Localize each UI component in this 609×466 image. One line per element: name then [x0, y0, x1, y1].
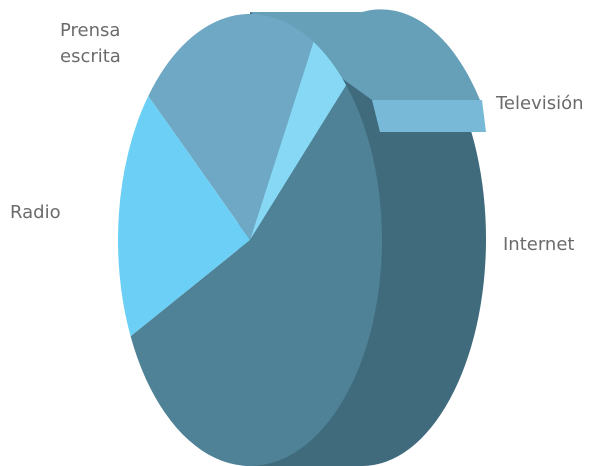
label-radio: Radio: [10, 202, 61, 223]
pie-slice: [250, 41, 347, 240]
pie-slice: [130, 85, 382, 466]
pie-depth-top: [250, 9, 480, 100]
pie-slice: [118, 96, 250, 337]
label-prensa: Prensa escrita: [60, 20, 121, 67]
pie-slice: [148, 13, 314, 240]
label-internet: Internet: [503, 234, 575, 255]
pie-depth-tv: [372, 100, 486, 132]
label-television: Televisión: [496, 93, 584, 114]
